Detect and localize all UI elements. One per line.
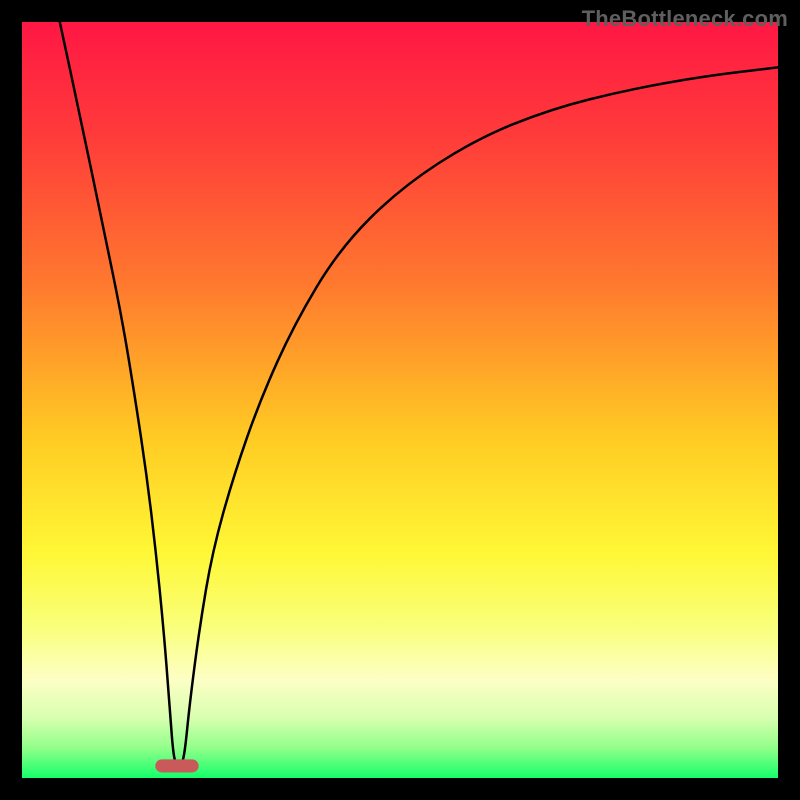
optimal-marker xyxy=(156,760,198,772)
chart-svg xyxy=(0,0,800,800)
bottleneck-chart: TheBottleneck.com xyxy=(0,0,800,800)
watermark-text: TheBottleneck.com xyxy=(582,6,788,32)
